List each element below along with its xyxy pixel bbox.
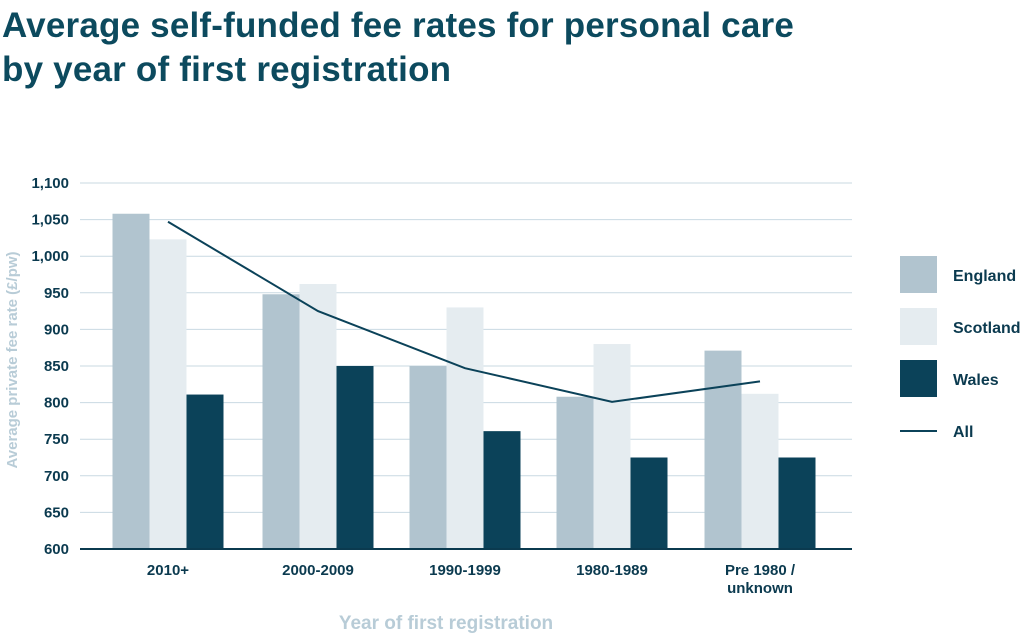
legend-label-scotland: Scotland	[953, 320, 1021, 337]
axis-layer: 600 650 700 750 800 850 900 950 1,000 1,050 1,100 2…	[31, 175, 852, 597]
bar-wales-2	[483, 431, 521, 549]
bar-england-2	[409, 366, 447, 549]
y-tick-label-850: 850	[44, 358, 69, 375]
y-tick-label-700: 700	[44, 468, 69, 485]
legend-swatch-scotland	[900, 308, 937, 345]
legend-layer: England Scotland Wales All	[900, 256, 1021, 441]
y-tick-label-1000: 1,000	[31, 248, 69, 265]
legend-label-wales: Wales	[953, 372, 999, 389]
bar-scotland-0	[149, 239, 187, 549]
bar-wales-4	[778, 457, 816, 549]
x-tick-label-3: 1980-1989	[576, 562, 648, 579]
x-axis-title: Year of first registration	[339, 613, 553, 633]
y-tick-label-800: 800	[44, 395, 69, 412]
bar-scotland-3	[593, 344, 631, 549]
bar-england-4	[704, 350, 742, 549]
line-all	[167, 220, 761, 403]
bar-england-0	[112, 213, 150, 549]
legend-swatch-wales	[900, 360, 937, 397]
bar-england-1	[262, 294, 300, 549]
y-tick-label-950: 950	[44, 285, 69, 302]
x-tick-label-4: Pre 1980 /unknown	[725, 562, 796, 597]
x-tick-label-1: 2000-2009	[282, 562, 354, 579]
x-tick-label-2: 1990-1999	[429, 562, 501, 579]
x-tick-label-0: 2010+	[147, 562, 189, 579]
y-tick-label-650: 650	[44, 504, 69, 521]
chart-title: Average self-funded fee rates for person…	[2, 6, 794, 89]
bar-scotland-2	[446, 307, 484, 549]
bar-scotland-4	[741, 393, 779, 549]
bar-wales-3	[630, 457, 668, 549]
bar-wales-1	[336, 366, 374, 549]
bar-layer	[112, 213, 816, 549]
y-tick-label-1050: 1,050	[31, 212, 69, 229]
y-tick-label-900: 900	[44, 321, 69, 338]
y-tick-label-1100: 1,100	[31, 175, 69, 192]
y-axis-title: Average private fee rate (£/pw)	[4, 251, 21, 468]
line-layer	[167, 220, 761, 403]
y-tick-label-600: 600	[44, 541, 69, 558]
legend-label-all: All	[953, 424, 973, 441]
legend-swatch-england	[900, 256, 937, 293]
y-tick-label-750: 750	[44, 431, 69, 448]
bar-wales-0	[186, 394, 224, 549]
bar-england-3	[556, 396, 594, 549]
legend-label-england: England	[953, 268, 1016, 285]
bar-scotland-1	[299, 284, 337, 549]
